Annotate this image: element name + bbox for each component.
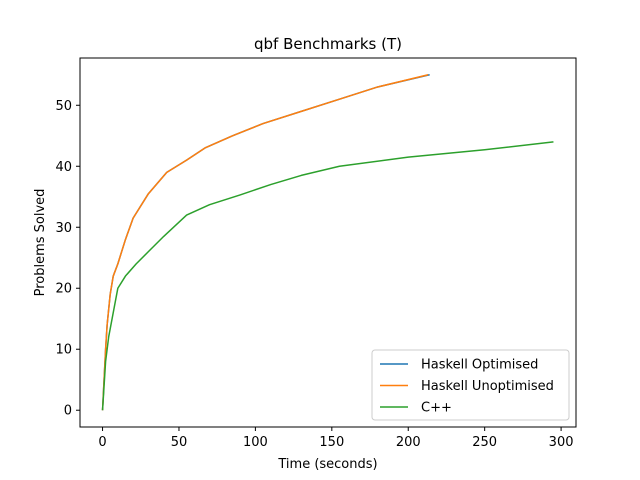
x-tick-label-2: 100 xyxy=(243,435,268,450)
series-line-2 xyxy=(101,141,554,411)
legend-label-1: Haskell Unoptimised xyxy=(421,379,554,394)
x-tick-label-6: 300 xyxy=(549,435,574,450)
x-tick-label-5: 250 xyxy=(472,435,497,450)
x-tick-label-3: 150 xyxy=(319,435,344,450)
y-tick-label-1: 10 xyxy=(55,343,72,358)
legend: Haskell Optimised Haskell Unoptimised C++ xyxy=(371,349,570,421)
y-tick-label-0: 0 xyxy=(64,404,72,419)
legend-label-0: Haskell Optimised xyxy=(421,358,538,373)
plot-lines xyxy=(101,74,554,411)
y-tick-label-3: 30 xyxy=(55,221,72,236)
y-axis-ticks: 0 10 20 30 40 50 xyxy=(55,99,80,419)
series-line-1 xyxy=(101,74,429,411)
x-tick-label-1: 50 xyxy=(171,435,188,450)
x-axis-ticks: 0 50 100 150 200 250 300 xyxy=(98,427,574,450)
chart-title: qbf Benchmarks (T) xyxy=(254,35,402,53)
x-tick-label-0: 0 xyxy=(98,435,106,450)
y-tick-label-4: 40 xyxy=(55,160,72,175)
y-axis-label: Problems Solved xyxy=(33,189,48,297)
legend-box xyxy=(371,349,570,421)
x-axis-label: Time (seconds) xyxy=(277,457,377,472)
y-tick-label-2: 20 xyxy=(55,282,72,297)
plot-frame xyxy=(79,57,577,428)
x-tick-label-4: 200 xyxy=(396,435,421,450)
legend-label-2: C++ xyxy=(421,401,452,416)
y-tick-label-5: 50 xyxy=(55,99,72,114)
